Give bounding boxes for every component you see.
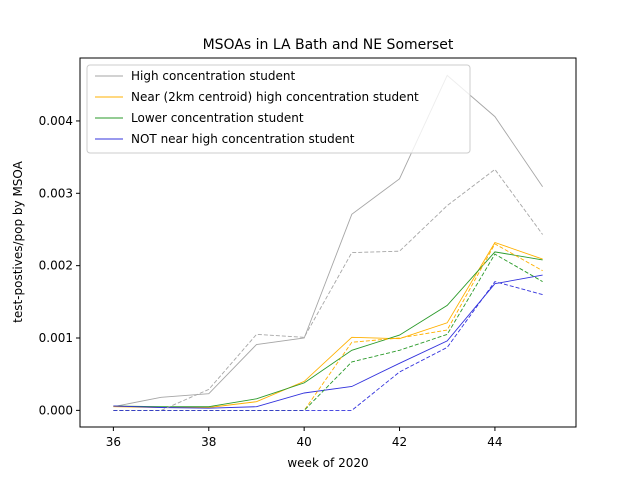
legend: High concentration student Near (2km cent… [86, 64, 471, 154]
series-line-3 [113, 274, 543, 409]
series-line-4-dashed [113, 168, 543, 411]
y-tick-label: 0.001 [39, 331, 73, 345]
y-tick-label: 0.004 [39, 114, 73, 128]
series-line-6-dashed [113, 253, 543, 411]
plot-series [113, 74, 543, 411]
x-tick-label: 38 [201, 435, 216, 449]
legend-entry: Lower concentration student [131, 111, 304, 125]
x-tick-label: 44 [487, 435, 502, 449]
legend-entry: High concentration student [131, 69, 295, 83]
plot-frame [79, 57, 577, 428]
x-tick-label: 36 [106, 435, 121, 449]
series-line-7-dashed [113, 281, 543, 411]
legend-entry: NOT near high concentration student [131, 132, 355, 146]
series-line-0 [113, 74, 543, 408]
legend-box [86, 64, 471, 154]
y-tick-label: 0.000 [39, 403, 73, 417]
x-tick-label: 42 [392, 435, 407, 449]
legend-entry: Near (2km centroid) high concentration s… [131, 90, 419, 104]
series-line-2 [113, 251, 543, 408]
x-axis: 36 38 40 42 44 [106, 427, 503, 449]
y-tick-label: 0.002 [39, 259, 73, 273]
y-tick-label: 0.003 [39, 186, 73, 200]
chart-title: MSOAs in LA Bath and NE Somerset [203, 37, 454, 53]
y-axis-label: test-postives/pop by MSOA [11, 160, 25, 323]
x-tick-label: 40 [297, 435, 312, 449]
series-line-1 [113, 241, 543, 408]
x-axis-label: week of 2020 [287, 456, 368, 470]
series-line-5-dashed [113, 243, 543, 411]
y-axis: 0.000 0.001 0.002 0.003 0.004 [39, 114, 80, 417]
